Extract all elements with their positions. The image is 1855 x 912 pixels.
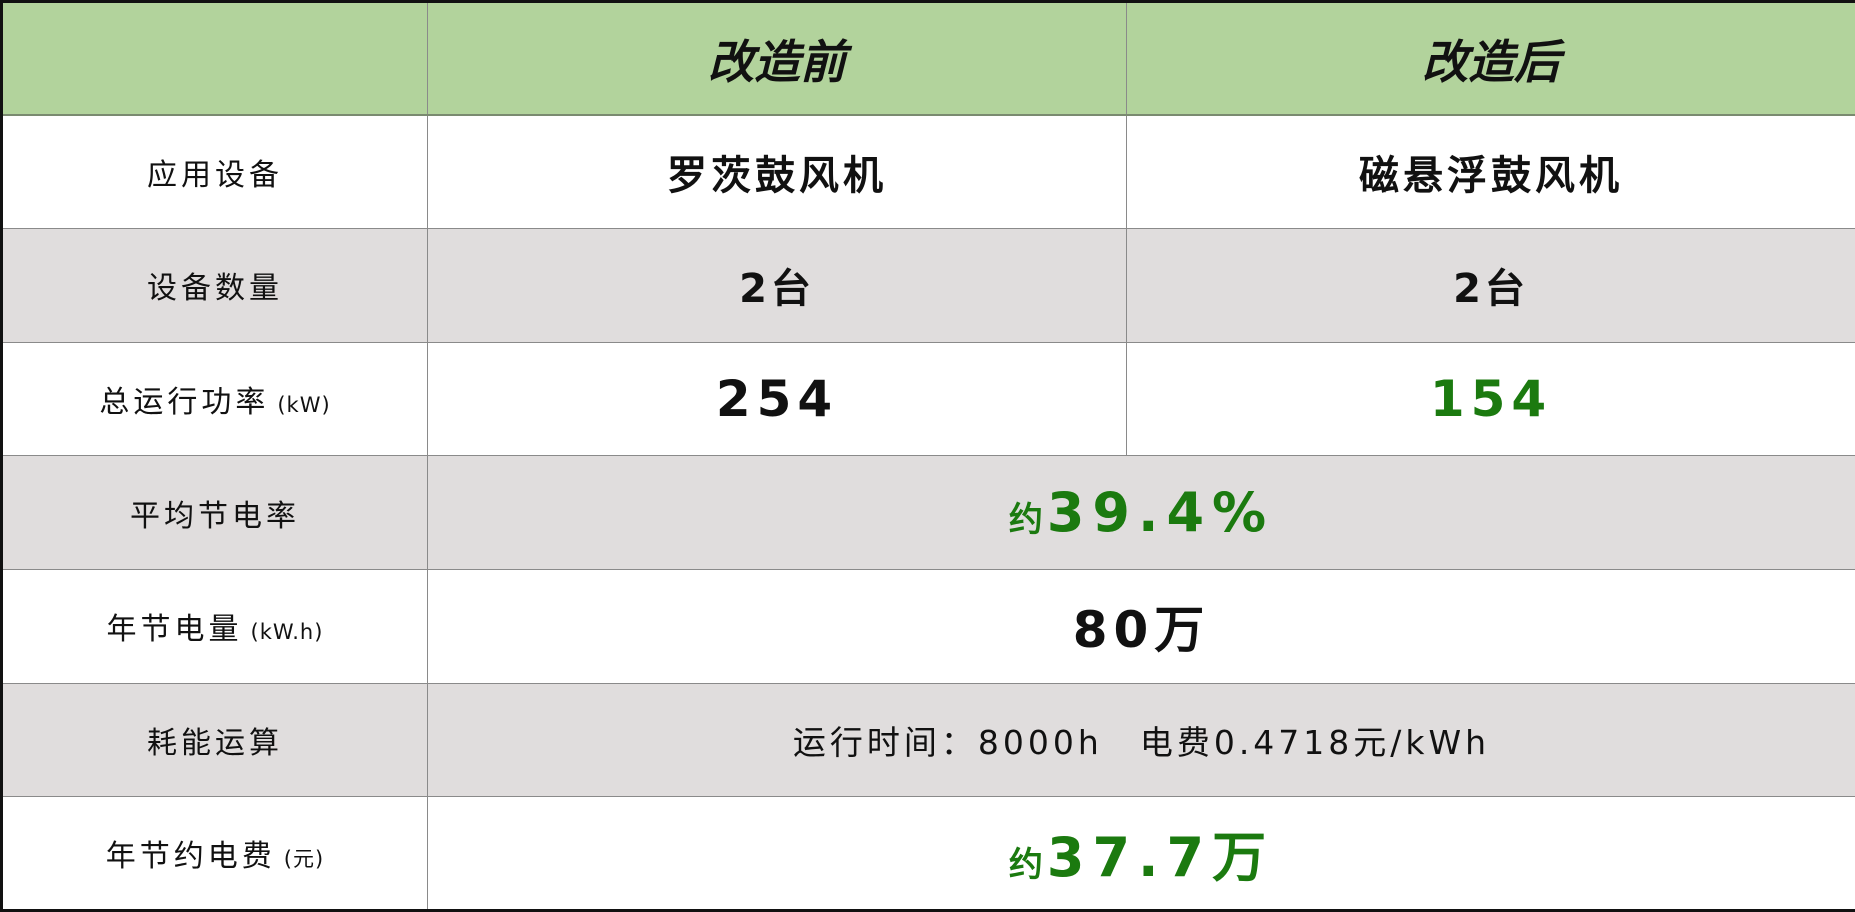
header-row: 改造前 改造后	[2, 2, 1855, 116]
after-value: 2台	[1127, 229, 1855, 343]
header-empty	[2, 2, 428, 116]
annual-energy-value: 80万	[428, 569, 1855, 683]
row-label: 耗能运算	[2, 683, 428, 797]
row-quantity: 设备数量 2台 2台	[2, 229, 1855, 343]
row-calculation: 耗能运算 运行时间：8000h 电费0.4718元/kWh	[2, 683, 1855, 797]
row-power: 总运行功率 (kW) 254 154	[2, 342, 1855, 456]
label-text: 年节电量	[107, 612, 243, 647]
row-equipment: 应用设备 罗茨鼓风机 磁悬浮鼓风机	[2, 115, 1855, 229]
label-text: 设备数量	[147, 271, 283, 306]
annual-cost-value: 约37.7万	[428, 797, 1855, 911]
label-text: 平均节电率	[130, 499, 300, 534]
prefix: 约	[1009, 500, 1043, 540]
row-annual-cost: 年节约电费 (元) 约37.7万	[2, 797, 1855, 911]
before-value: 罗茨鼓风机	[428, 115, 1127, 229]
calculation-value: 运行时间：8000h 电费0.4718元/kWh	[428, 683, 1855, 797]
row-label: 年节电量 (kW.h)	[2, 569, 428, 683]
unit: (kW.h)	[251, 620, 324, 644]
row-label: 总运行功率 (kW)	[2, 342, 428, 456]
row-annual-energy: 年节电量 (kW.h) 80万	[2, 569, 1855, 683]
row-label: 应用设备	[2, 115, 428, 229]
before-value: 2台	[428, 229, 1127, 343]
label-text: 耗能运算	[147, 726, 283, 761]
header-after: 改造后	[1127, 2, 1855, 116]
row-saving-rate: 平均节电率 约39.4%	[2, 456, 1855, 570]
row-label: 平均节电率	[2, 456, 428, 570]
label-text: 总运行功率	[99, 385, 269, 420]
after-value: 磁悬浮鼓风机	[1127, 115, 1855, 229]
row-label: 设备数量	[2, 229, 428, 343]
saving-rate-value: 约39.4%	[428, 456, 1855, 570]
value: 39.4%	[1047, 481, 1274, 544]
prefix: 约	[1009, 845, 1043, 885]
label-text: 年节约电费	[106, 839, 276, 874]
unit: (kW)	[277, 393, 330, 417]
unit: (元)	[284, 847, 324, 871]
before-value: 254	[428, 342, 1127, 456]
header-before: 改造前	[428, 2, 1127, 116]
row-label: 年节约电费 (元)	[2, 797, 428, 911]
after-value: 154	[1127, 342, 1855, 456]
label-text: 应用设备	[147, 158, 283, 193]
value: 37.7万	[1047, 826, 1274, 889]
